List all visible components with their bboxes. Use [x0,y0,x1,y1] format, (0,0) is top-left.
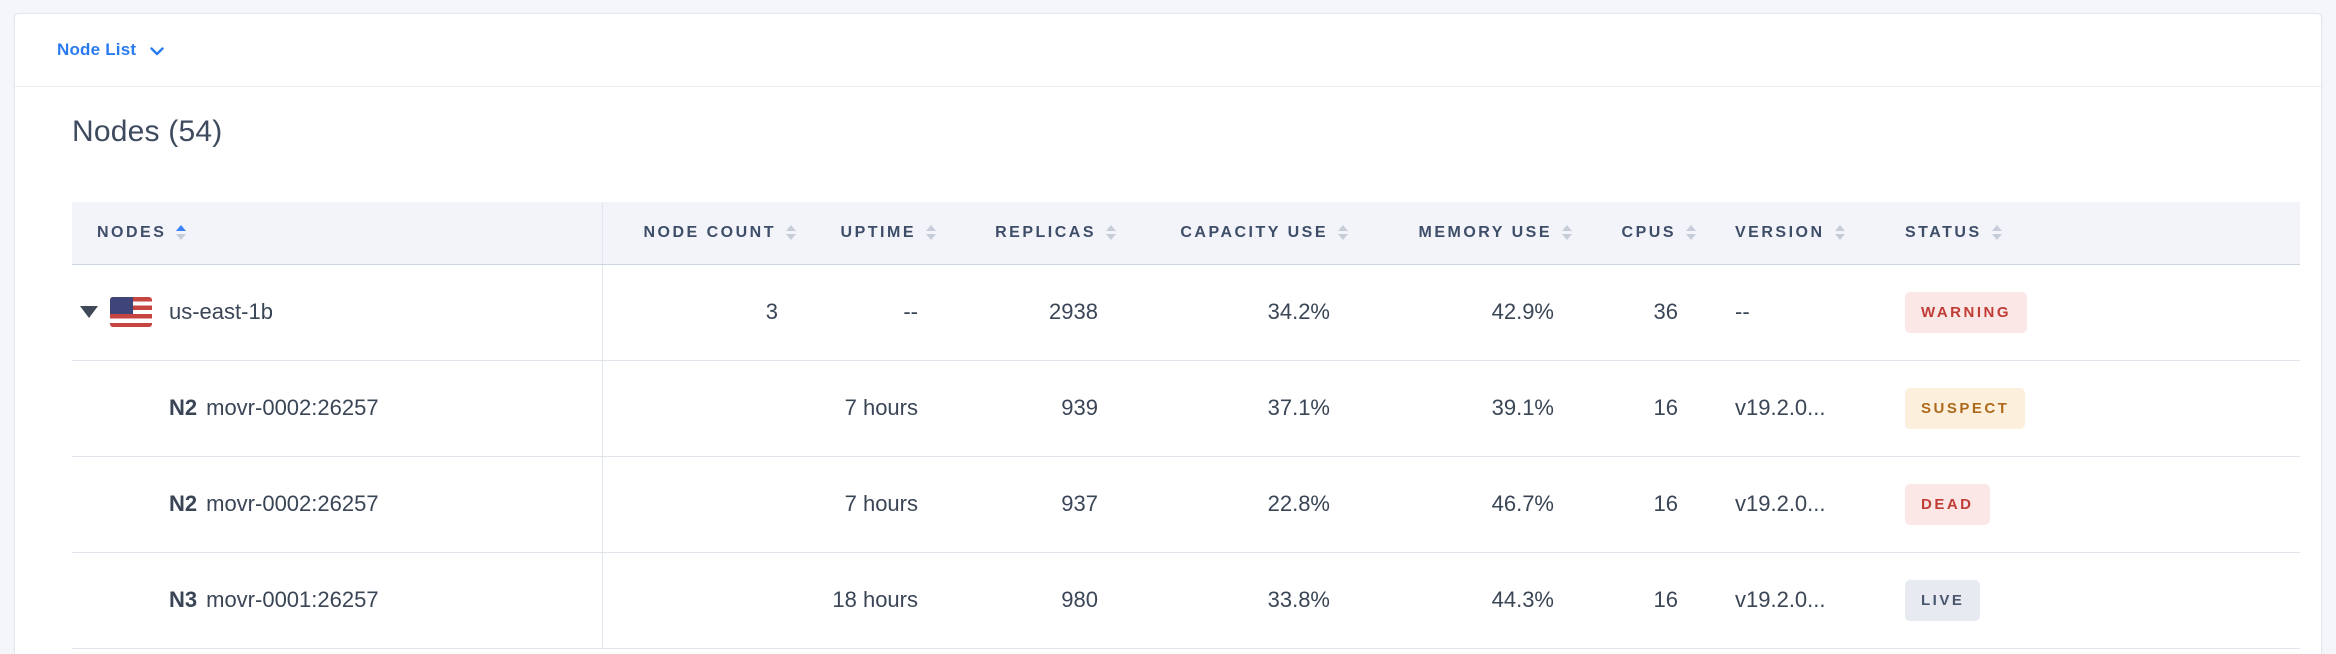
cell-replicas: 2938 [942,264,1122,361]
cell-uptime: 18 hours [802,552,942,649]
cell-capacity-use: 22.8% [1122,456,1354,553]
us-flag-icon [110,297,152,327]
cell-node-count [602,552,802,649]
cell-nodes: N3 movr-0001:26257 [72,552,603,649]
node-row[interactable]: N2 movr-0002:26257 7 hours 939 37.1% 39.1% 16 v… [72,360,2300,457]
sort-icon[interactable] [1991,225,2002,241]
node-row[interactable]: N3 movr-0001:26257 18 hours 980 33.8% 44.3% 16… [72,552,2300,649]
region-row[interactable]: us-east-1b 3 -- 2938 34.2% 42.9% 36 -- WARNING [72,264,2300,361]
column-header-status[interactable]: Status [1882,202,2300,265]
cell-status: WARNING [1882,264,2300,361]
column-header-memory-use[interactable]: Memory Use [1354,202,1578,265]
cell-uptime: 7 hours [802,360,942,457]
cell-version: -- [1702,264,1882,361]
table-header: Nodes Node Count Uptime Replicas Capacity Us… [72,202,2300,265]
node-address: movr-0001:26257 [206,587,379,612]
column-label: Capacity Use [1180,223,1328,241]
node-address: movr-0002:26257 [206,395,379,420]
sort-icon[interactable] [1562,225,1572,241]
column-label: Uptime [840,223,916,241]
cell-replicas: 937 [942,456,1122,553]
cell-status: LIVE [1882,552,2300,649]
chevron-down-icon [150,47,164,56]
column-label: Status [1905,223,1982,241]
sort-icon[interactable] [1106,225,1116,241]
column-header-nodes[interactable]: Nodes [72,202,603,265]
status-badge: DEAD [1905,483,1990,525]
card-body: Nodes (54) Nodes Node Count Uptime Replicas… [15,115,2321,649]
column-label: Memory Use [1418,223,1552,241]
cell-cpus: 16 [1578,456,1702,553]
card-header: Node List [15,14,2321,87]
node-row[interactable]: N2 movr-0002:26257 7 hours 937 22.8% 46.7% 16 v… [72,456,2300,553]
cell-memory-use: 46.7% [1354,456,1578,553]
cell-cpus: 36 [1578,264,1702,361]
cell-replicas: 980 [942,552,1122,649]
view-selector-dropdown[interactable]: Node List [57,40,164,60]
expand-caret-icon[interactable] [79,306,99,318]
sort-icon[interactable] [1686,225,1696,241]
cell-version: v19.2.0... [1702,360,1882,457]
cell-nodes: N2 movr-0002:26257 [72,456,603,553]
cell-uptime: -- [802,264,942,361]
status-badge: LIVE [1905,579,1981,621]
cell-status: SUSPECT [1882,360,2300,457]
cell-node-count [602,360,802,457]
cell-version: v19.2.0... [1702,552,1882,649]
column-label: Version [1735,223,1825,241]
cell-cpus: 16 [1578,552,1702,649]
cell-capacity-use: 33.8% [1122,552,1354,649]
column-header-capacity-use[interactable]: Capacity Use [1122,202,1354,265]
nodes-table: Nodes Node Count Uptime Replicas Capacity Us… [72,202,2300,649]
cell-node-count: 3 [602,264,802,361]
column-label: Nodes [97,223,167,241]
cell-uptime: 7 hours [802,456,942,553]
view-selector-label: Node List [57,40,137,59]
column-header-version[interactable]: Version [1702,202,1882,265]
cell-capacity-use: 34.2% [1122,264,1354,361]
column-header-replicas[interactable]: Replicas [942,202,1122,265]
column-header-cpus[interactable]: CPUs [1578,202,1702,265]
region-name: us-east-1b [169,299,273,324]
column-label: Replicas [995,223,1096,241]
status-badge: SUSPECT [1905,387,2026,429]
node-list-card: Node List Nodes (54) Nodes Node Count Upti… [14,13,2322,654]
cell-memory-use: 42.9% [1354,264,1578,361]
cell-memory-use: 39.1% [1354,360,1578,457]
sort-icon[interactable] [176,225,187,241]
cell-node-count [602,456,802,553]
column-label: Node Count [643,223,776,241]
cell-status: DEAD [1882,456,2300,553]
column-header-node-count[interactable]: Node Count [602,202,802,265]
column-header-uptime[interactable]: Uptime [802,202,942,265]
sort-icon[interactable] [926,225,936,241]
sort-icon[interactable] [1834,225,1845,241]
node-id: N2 [169,395,198,420]
node-address: movr-0002:26257 [206,491,379,516]
sort-icon[interactable] [786,225,796,241]
column-label: CPUs [1621,223,1676,241]
cell-version: v19.2.0... [1702,456,1882,553]
cell-nodes: N2 movr-0002:26257 [72,360,603,457]
cell-capacity-use: 37.1% [1122,360,1354,457]
cell-cpus: 16 [1578,360,1702,457]
sort-icon[interactable] [1338,225,1348,241]
status-badge: WARNING [1905,291,2027,333]
node-id: N3 [169,587,198,612]
cell-replicas: 939 [942,360,1122,457]
node-id: N2 [169,491,198,516]
page-title: Nodes (54) [72,115,223,148]
cell-memory-use: 44.3% [1354,552,1578,649]
cell-nodes: us-east-1b [72,264,603,361]
